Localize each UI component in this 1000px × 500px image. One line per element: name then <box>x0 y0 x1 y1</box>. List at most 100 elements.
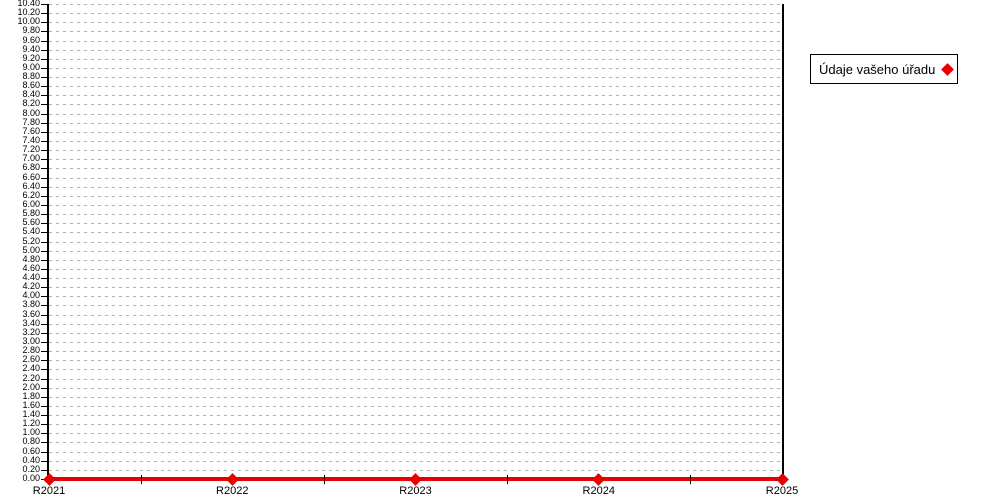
y-axis-tick-label: 1.20 <box>22 418 40 429</box>
y-axis-tick-mark <box>41 214 48 216</box>
gridline-horizontal <box>49 40 783 42</box>
y-axis-tick-mark <box>41 58 48 60</box>
legend[interactable]: Údaje vašeho úřadu <box>810 54 958 84</box>
y-axis-tick-mark <box>41 22 48 24</box>
gridline-horizontal <box>49 150 783 152</box>
y-axis-tick-mark <box>41 113 48 115</box>
y-axis-tick-label: 8.60 <box>22 80 40 91</box>
y-axis-tick-mark <box>41 122 48 124</box>
gridline-horizontal <box>49 341 783 343</box>
y-axis-tick-label: 5.60 <box>22 217 40 228</box>
y-axis-tick-mark <box>41 49 48 51</box>
y-axis-tick-label: 5.00 <box>22 244 40 255</box>
y-axis-tick-label: 7.40 <box>22 135 40 146</box>
y-axis-tick-mark <box>41 360 48 362</box>
y-axis-tick-label: 0.60 <box>22 445 40 456</box>
x-axis-tick-label: R2023 <box>399 485 432 497</box>
gridline-horizontal <box>49 387 783 389</box>
y-axis-tick-mark <box>41 442 48 444</box>
gridline-horizontal <box>49 305 783 307</box>
gridline-horizontal <box>49 4 783 5</box>
gridline-horizontal <box>49 232 783 234</box>
gridline-horizontal <box>49 13 783 15</box>
gridline-horizontal <box>49 259 783 261</box>
y-axis-tick-label: 2.40 <box>22 363 40 374</box>
y-axis-tick-label: 9.40 <box>22 43 40 54</box>
y-axis-tick-label: 5.20 <box>22 235 40 246</box>
y-axis-line <box>47 4 49 479</box>
y-axis-tick-label: 0.00 <box>22 473 40 483</box>
y-axis-tick-mark <box>41 241 48 243</box>
gridline-horizontal <box>49 460 783 462</box>
y-axis-tick-mark <box>41 415 48 417</box>
y-axis-tick-label: 0.80 <box>22 436 40 447</box>
y-axis-tick-mark <box>41 378 48 380</box>
y-axis-tick-label: 6.00 <box>22 198 40 209</box>
gridline-horizontal <box>49 104 783 106</box>
gridline-horizontal <box>49 122 783 124</box>
gridline-horizontal <box>49 469 783 471</box>
gridline-horizontal <box>49 405 783 407</box>
y-axis-tick-label: 6.60 <box>22 171 40 182</box>
plot-right-border <box>782 4 784 479</box>
gridline-horizontal <box>49 332 783 334</box>
y-axis-tick-mark <box>41 195 48 197</box>
gridline-horizontal <box>49 113 783 115</box>
y-axis-tick-mark <box>41 323 48 325</box>
y-axis-tick-mark <box>41 469 48 471</box>
gridline-horizontal <box>49 323 783 325</box>
y-axis-tick-label: 2.80 <box>22 345 40 356</box>
x-axis-tick-mark <box>140 475 142 484</box>
y-axis-tick-label: 10.40 <box>17 0 40 8</box>
gridline-horizontal <box>49 287 783 289</box>
gridline-horizontal <box>49 168 783 170</box>
y-axis-tick-mark <box>41 177 48 179</box>
gridline-horizontal <box>49 58 783 60</box>
x-axis-tick-label: R2022 <box>216 485 249 497</box>
y-axis-tick-label: 5.80 <box>22 208 40 219</box>
y-axis-tick-label: 3.40 <box>22 317 40 328</box>
y-axis-tick-label: 3.60 <box>22 308 40 319</box>
y-axis-tick-label: 0.40 <box>22 454 40 465</box>
gridline-horizontal <box>49 77 783 79</box>
gridline-horizontal <box>49 296 783 298</box>
y-axis-tick-label: 0.20 <box>22 463 40 474</box>
gridline-horizontal <box>49 95 783 97</box>
y-axis-tick-mark <box>41 4 48 5</box>
gridline-horizontal <box>49 204 783 206</box>
y-axis-tick-mark <box>41 232 48 234</box>
gridline-horizontal <box>49 369 783 371</box>
y-axis-tick-mark <box>41 104 48 106</box>
gridline-horizontal <box>49 241 783 243</box>
y-axis-tick-label: 6.40 <box>22 180 40 191</box>
y-axis-tick-mark <box>41 250 48 252</box>
y-axis-tick-label: 7.00 <box>22 153 40 164</box>
y-axis-tick-mark <box>41 287 48 289</box>
y-axis-tick-label: 7.60 <box>22 125 40 136</box>
y-axis-tick-label: 1.80 <box>22 390 40 401</box>
gridline-horizontal <box>49 278 783 280</box>
y-axis-tick-mark <box>41 405 48 407</box>
gridline-horizontal <box>49 177 783 179</box>
y-axis-tick-mark <box>41 186 48 188</box>
y-axis-tick-label: 2.00 <box>22 381 40 392</box>
y-axis-tick-mark <box>41 424 48 426</box>
gridline-horizontal <box>49 131 783 133</box>
gridline-horizontal <box>49 214 783 216</box>
gridline-horizontal <box>49 351 783 353</box>
y-axis-tick-mark <box>41 351 48 353</box>
y-axis-tick-mark <box>41 159 48 161</box>
gridline-horizontal <box>49 250 783 252</box>
y-axis-tick-label: 4.00 <box>22 290 40 301</box>
gridline-horizontal <box>49 141 783 143</box>
y-axis-tick-label: 5.40 <box>22 226 40 237</box>
x-axis-tick-mark <box>690 475 692 484</box>
gridline-horizontal <box>49 415 783 417</box>
gridline-horizontal <box>49 396 783 398</box>
y-axis-tick-mark <box>41 131 48 133</box>
y-axis-tick-label: 9.20 <box>22 52 40 63</box>
y-axis-tick-label: 8.40 <box>22 89 40 100</box>
y-axis-tick-label: 4.40 <box>22 272 40 283</box>
y-axis-tick-label: 7.20 <box>22 144 40 155</box>
y-axis-tick-mark <box>41 396 48 398</box>
